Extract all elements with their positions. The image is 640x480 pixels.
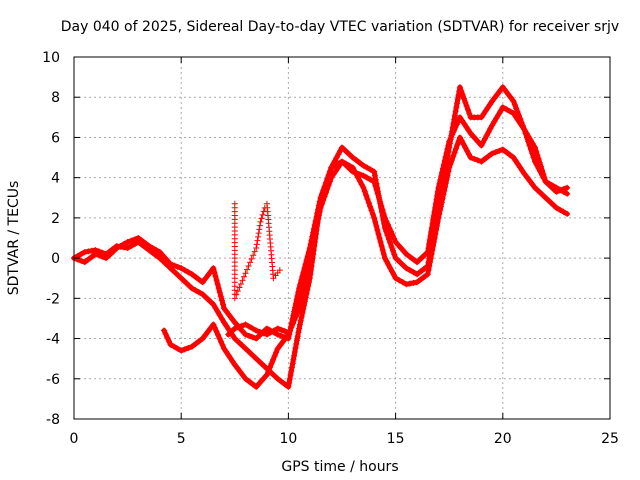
series-track-4 — [225, 321, 292, 338]
y-axis-label: SDTVAR / TECUs — [6, 181, 22, 296]
y-tick-label: 4 — [51, 171, 60, 187]
axis-ticks: 0 5 10 15 20 25 -8 -6 -4 -2 0 2 4 6 8 10 — [42, 50, 619, 447]
y-tick-label: -6 — [46, 372, 60, 388]
y-tick-label: -2 — [46, 291, 60, 307]
x-tick-label: 20 — [494, 431, 512, 447]
series-track-3 — [161, 134, 571, 390]
plot-frame — [73, 56, 611, 420]
y-tick-label: 8 — [51, 90, 60, 106]
y-tick-label: -4 — [46, 332, 60, 348]
data-layer — [71, 84, 571, 390]
grid-lines — [74, 57, 610, 419]
y-tick-label: -8 — [46, 412, 60, 428]
chart-title: Day 040 of 2025, Sidereal Day-to-day VTE… — [61, 19, 619, 35]
x-tick-label: 25 — [601, 431, 619, 447]
x-tick-label: 0 — [70, 431, 79, 447]
y-tick-label: 2 — [51, 211, 60, 227]
series-spikes — [231, 200, 283, 302]
x-tick-label: 10 — [279, 431, 297, 447]
y-tick-label: 0 — [51, 251, 60, 267]
x-axis-label: GPS time / hours — [281, 459, 398, 475]
y-tick-label: 6 — [51, 130, 60, 146]
series-markers — [231, 200, 283, 302]
y-tick-label: 10 — [42, 50, 60, 66]
series-markers — [225, 321, 292, 338]
x-tick-label: 15 — [387, 431, 405, 447]
x-tick-label: 5 — [177, 431, 186, 447]
series-markers — [161, 134, 571, 390]
